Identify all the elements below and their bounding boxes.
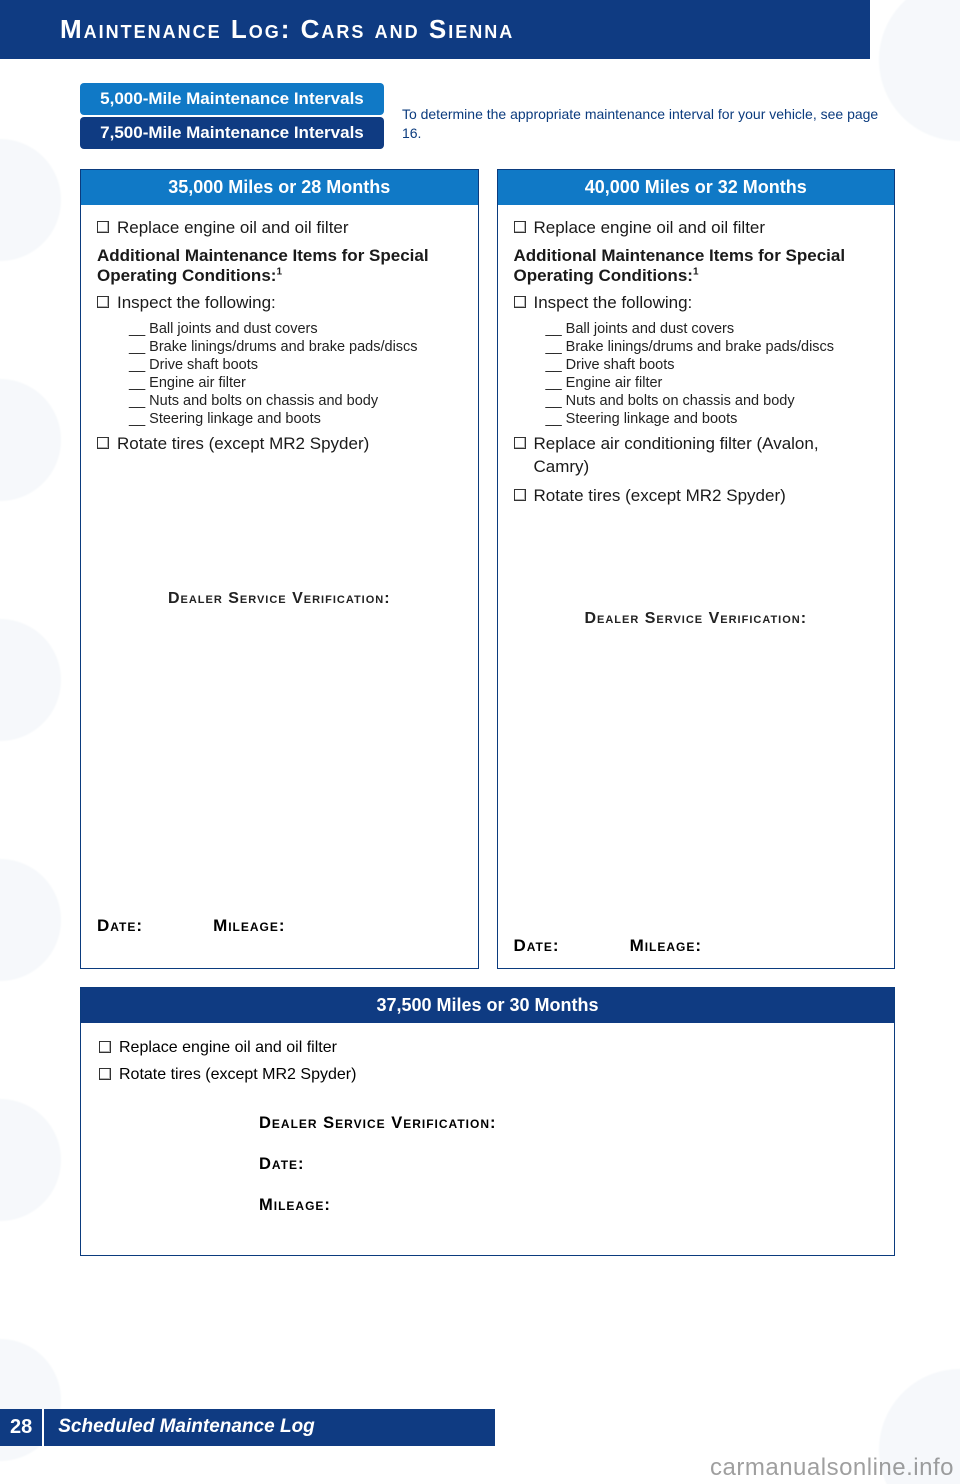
panel-35000: 35,000 Miles or 28 Months Replace engine… (80, 169, 479, 969)
mid-fields: Dealer Service Verification: Date: Milea… (99, 1114, 876, 1215)
check-item: Rotate tires (except MR2 Spyder) (514, 485, 879, 508)
mileage-label: Mileage: (630, 936, 703, 956)
check-item: Inspect the following: (97, 292, 462, 315)
check-item: Rotate tires (except MR2 Spyder) (97, 433, 462, 456)
panel-37500-title: 37,500 Miles or 30 Months (81, 988, 894, 1023)
panel-40000: 40,000 Miles or 32 Months Replace engine… (497, 169, 896, 969)
check-item: Replace engine oil and oil filter (97, 217, 462, 240)
checkbox-icon (514, 221, 526, 233)
interval-tabs-row: 5,000-Mile Maintenance Intervals 7,500-M… (80, 83, 895, 151)
footer-bar: 28 Scheduled Maintenance Log (0, 1409, 495, 1446)
date-label: Date: (259, 1155, 876, 1174)
inspect-subitem: Steering linkage and boots (546, 411, 879, 427)
inspect-sublist-left: Ball joints and dust covers Brake linings… (97, 321, 462, 427)
page-number: 28 (0, 1409, 44, 1446)
tab-5000: 5,000-Mile Maintenance Intervals (80, 83, 384, 115)
inspect-subitem: Ball joints and dust covers (546, 321, 879, 337)
page-header: Maintenance Log: Cars and Sienna (0, 0, 870, 59)
inspect-subitem: Drive shaft boots (129, 357, 462, 373)
checkbox-icon (99, 1068, 111, 1080)
check-item-label: Inspect the following: (534, 292, 693, 315)
panel-40000-body: Replace engine oil and oil filter Additi… (498, 205, 895, 522)
panel-37500-body: Replace engine oil and oil filter Rotate… (81, 1023, 894, 1255)
date-label: Date: (97, 916, 143, 936)
footer-title: Scheduled Maintenance Log (44, 1409, 495, 1446)
mileage-label: Mileage: (259, 1196, 876, 1215)
check-item-label: Replace engine oil and oil filter (117, 217, 349, 240)
dealer-verification-label: Dealer Service Verification: (259, 1114, 876, 1133)
panel-spacer (81, 608, 478, 908)
mileage-label: Mileage: (213, 916, 286, 936)
checkbox-icon (514, 437, 526, 449)
check-item-label: Rotate tires (except MR2 Spyder) (117, 433, 369, 456)
check-item: Replace engine oil and oil filter (99, 1037, 876, 1059)
dealer-verification-label: Dealer Service Verification: (81, 470, 478, 608)
check-item-label: Inspect the following: (117, 292, 276, 315)
content-area: 5,000-Mile Maintenance Intervals 7,500-M… (0, 59, 960, 1256)
check-item-label: Rotate tires (except MR2 Spyder) (534, 485, 786, 508)
panel-35000-body: Replace engine oil and oil filter Additi… (81, 205, 478, 470)
inspect-subitem: Nuts and bolts on chassis and body (129, 393, 462, 409)
check-item: Replace air conditioning filter (Avalon,… (514, 433, 879, 479)
site-watermark: carmanualsonline.info (710, 1454, 954, 1482)
interval-hint: To determine the appropriate maintenance… (402, 83, 895, 143)
checkbox-icon (514, 296, 526, 308)
check-item: Rotate tires (except MR2 Spyder) (99, 1064, 876, 1086)
inspect-subitem: Nuts and bolts on chassis and body (546, 393, 879, 409)
check-item: Inspect the following: (514, 292, 879, 315)
date-label: Date: (514, 936, 560, 956)
inspect-subitem: Ball joints and dust covers (129, 321, 462, 337)
dealer-verification-label: Dealer Service Verification: (498, 522, 895, 628)
inspect-subitem: Steering linkage and boots (129, 411, 462, 427)
page-header-title: Maintenance Log: Cars and Sienna (60, 14, 514, 44)
panel-35000-title: 35,000 Miles or 28 Months (81, 170, 478, 205)
panel-40000-title: 40,000 Miles or 32 Months (498, 170, 895, 205)
inspect-subitem: Brake linings/drums and brake pads/discs (546, 339, 879, 355)
panel-37500: 37,500 Miles or 30 Months Replace engine… (80, 987, 895, 1256)
inspect-subitem: Drive shaft boots (546, 357, 879, 373)
checkbox-icon (97, 221, 109, 233)
checkbox-icon (99, 1041, 111, 1053)
special-conditions-heading: Additional Maintenance Items for Special… (514, 246, 879, 286)
checkbox-icon (514, 489, 526, 501)
inspect-sublist-right: Ball joints and dust covers Brake linings… (514, 321, 879, 427)
inspect-subitem: Engine air filter (129, 375, 462, 391)
check-item-label: Rotate tires (except MR2 Spyder) (119, 1064, 356, 1086)
check-item-label: Replace air conditioning filter (Avalon,… (534, 433, 879, 479)
inspect-subitem: Brake linings/drums and brake pads/discs (129, 339, 462, 355)
top-panels: 35,000 Miles or 28 Months Replace engine… (80, 169, 895, 969)
panel-35000-footer: Date: Mileage: (81, 908, 478, 948)
tab-7500: 7,500-Mile Maintenance Intervals (80, 117, 384, 149)
check-item-label: Replace engine oil and oil filter (119, 1037, 337, 1059)
panel-spacer (498, 628, 895, 928)
inspect-subitem: Engine air filter (546, 375, 879, 391)
checkbox-icon (97, 437, 109, 449)
check-item: Replace engine oil and oil filter (514, 217, 879, 240)
panel-40000-footer: Date: Mileage: (498, 928, 895, 968)
checkbox-icon (97, 296, 109, 308)
interval-tabs: 5,000-Mile Maintenance Intervals 7,500-M… (80, 83, 384, 151)
special-conditions-heading: Additional Maintenance Items for Special… (97, 246, 462, 286)
check-item-label: Replace engine oil and oil filter (534, 217, 766, 240)
